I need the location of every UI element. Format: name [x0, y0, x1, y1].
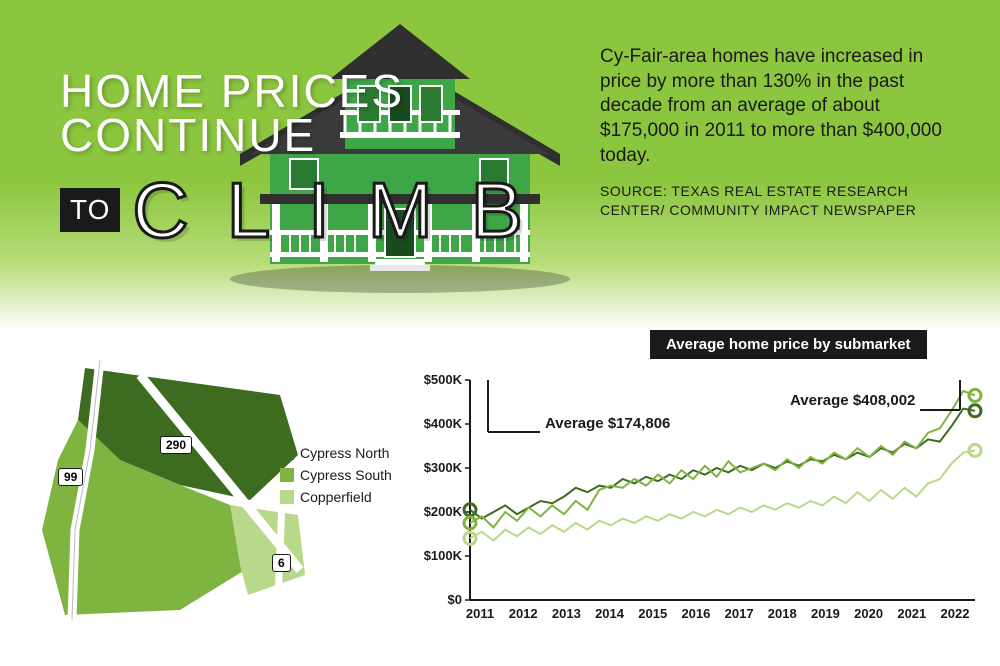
hero-banner: HOME PRICES CONTINUE TO CLIMB Cy-Fair-ar…	[0, 0, 1000, 330]
source-line: SOURCE: TEXAS REAL ESTATE RESEARCH CENTE…	[600, 182, 960, 218]
svg-text:$500K: $500K	[424, 372, 463, 387]
legend-label: Cypress North	[300, 445, 389, 461]
legend-item: Copperfield	[280, 489, 392, 505]
svg-text:2018: 2018	[768, 606, 797, 621]
legend-item: Cypress South	[280, 467, 392, 483]
svg-text:2017: 2017	[725, 606, 754, 621]
map-block: 99 290 6 Cypress North Cypress South Cop…	[0, 340, 400, 666]
svg-text:2016: 2016	[681, 606, 710, 621]
svg-text:$200K: $200K	[424, 504, 463, 519]
svg-text:2011: 2011	[466, 606, 494, 621]
svg-text:$0: $0	[448, 592, 462, 607]
map-legend: Cypress North Cypress South Copperfield	[280, 445, 392, 511]
swatch	[280, 468, 294, 482]
title-line-2: CONTINUE	[60, 114, 561, 158]
summary-blurb: Cy-Fair-area homes have increased in pri…	[600, 45, 960, 219]
callout-start: Average $174,806	[545, 415, 670, 432]
swatch	[280, 446, 294, 460]
blurb-text: Cy-Fair-area homes have increased in pri…	[600, 45, 960, 168]
callout-end: Average $408,002	[790, 392, 915, 409]
to-box: TO	[60, 188, 120, 232]
legend-label: Cypress South	[300, 467, 392, 483]
svg-text:2012: 2012	[509, 606, 538, 621]
svg-text:$300K: $300K	[424, 460, 463, 475]
hwy-99-label: 99	[58, 468, 83, 486]
legend-label: Copperfield	[300, 489, 372, 505]
svg-text:2020: 2020	[854, 606, 883, 621]
svg-text:2015: 2015	[638, 606, 667, 621]
hwy-6-label: 6	[272, 554, 291, 572]
svg-text:2014: 2014	[595, 606, 625, 621]
svg-text:2022: 2022	[941, 606, 970, 621]
svg-text:$400K: $400K	[424, 416, 463, 431]
swatch	[280, 490, 294, 504]
title-line-1: HOME PRICES	[60, 70, 561, 114]
svg-text:$100K: $100K	[424, 548, 463, 563]
headline: HOME PRICES CONTINUE TO CLIMB	[60, 70, 561, 246]
svg-text:2019: 2019	[811, 606, 840, 621]
hwy-290-label: 290	[160, 436, 192, 454]
chart-block: Average home price by submarket $0$100K$…	[400, 340, 1000, 666]
chart-title: Average home price by submarket	[650, 330, 927, 359]
lower-section: 99 290 6 Cypress North Cypress South Cop…	[0, 340, 1000, 666]
climb-word: CLIMB	[132, 175, 560, 245]
svg-text:2021: 2021	[897, 606, 926, 621]
legend-item: Cypress North	[280, 445, 392, 461]
svg-text:2013: 2013	[552, 606, 581, 621]
